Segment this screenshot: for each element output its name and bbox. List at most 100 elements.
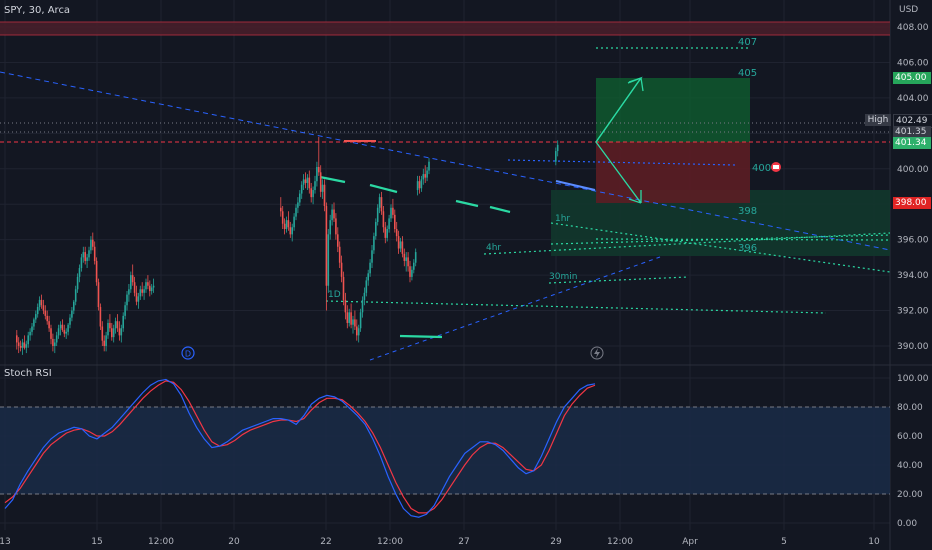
candle <box>48 315 50 332</box>
pattern-marker-2[interactable] <box>369 183 398 194</box>
candle <box>101 321 104 346</box>
candle <box>137 292 140 309</box>
candle <box>424 165 426 183</box>
candle <box>114 317 117 334</box>
pattern-marker-4[interactable] <box>489 205 511 214</box>
symbol-info[interactable]: SPY, 30, Arca <box>4 5 71 16</box>
candle <box>280 197 282 217</box>
current-price-tag-2: 401.34 <box>893 137 931 149</box>
candle <box>33 317 35 331</box>
stop-price-tag: 398.00 <box>893 197 931 209</box>
candle <box>371 244 373 269</box>
candle <box>352 315 354 334</box>
level-396-fan[interactable] <box>550 234 891 245</box>
candle <box>384 221 387 244</box>
down-arrow-path[interactable] <box>595 141 642 204</box>
descending-trendline[interactable] <box>0 71 891 251</box>
time-tick-label: 22 <box>320 537 331 547</box>
channel-marker[interactable] <box>555 180 596 191</box>
candle <box>380 191 383 215</box>
candle <box>409 260 411 283</box>
earnings-icon[interactable] <box>771 162 781 172</box>
candle <box>329 214 331 240</box>
candle <box>112 324 115 343</box>
candle <box>302 174 305 191</box>
price-tick-label: 406.00 <box>897 58 929 68</box>
candle <box>338 241 341 269</box>
candle <box>67 322 69 336</box>
candle <box>312 186 314 205</box>
candle <box>375 218 377 240</box>
candle <box>88 246 90 261</box>
candle <box>418 175 421 194</box>
candle <box>69 314 71 329</box>
candle <box>143 285 145 300</box>
candle <box>287 211 290 231</box>
candle <box>76 273 79 293</box>
stoch-tick-label: 80.00 <box>897 403 923 413</box>
candle <box>124 301 126 320</box>
level-396-line[interactable] <box>595 238 891 241</box>
level-398-label: 398 <box>738 206 757 217</box>
candle <box>314 175 316 194</box>
up-arrow-path[interactable] <box>595 77 644 143</box>
candle <box>413 259 415 274</box>
candle <box>19 340 22 352</box>
candle <box>55 331 58 346</box>
candle <box>59 321 62 336</box>
current-price-tag-1: 401.35 <box>893 126 931 138</box>
candle <box>321 179 324 199</box>
candle <box>555 147 557 166</box>
candle <box>103 335 105 352</box>
dividend-marker-label: D <box>185 350 191 359</box>
time-tick-label: 27 <box>458 537 469 547</box>
candle <box>149 280 151 297</box>
candle <box>386 225 388 242</box>
candle <box>397 230 400 254</box>
price-tick-label: 404.00 <box>897 94 929 104</box>
candle <box>17 337 20 354</box>
candle <box>107 319 109 339</box>
candle <box>21 338 24 355</box>
candle <box>325 202 328 311</box>
candle <box>135 285 138 306</box>
time-tick-label: 10 <box>868 537 880 547</box>
lightning-icon[interactable] <box>590 346 604 360</box>
time-tick-label: 12:00 <box>607 537 633 547</box>
time-tick-label: 15 <box>91 537 102 547</box>
stoch-tick-label: 60.00 <box>897 432 923 442</box>
candle <box>361 296 364 318</box>
1d-trendline[interactable] <box>325 300 827 314</box>
price-tick-label: 396.00 <box>897 236 929 246</box>
candle <box>422 168 425 185</box>
candle <box>99 303 102 331</box>
trend-lines[interactable] <box>0 47 891 361</box>
candle <box>133 276 136 297</box>
pattern-marker-3[interactable] <box>455 199 479 208</box>
pattern-marker-5[interactable] <box>399 334 443 339</box>
position-zones <box>0 21 890 256</box>
target-price-tag: 405.00 <box>893 72 931 84</box>
candle <box>357 324 360 343</box>
stoch-tick-label: 40.00 <box>897 461 923 471</box>
indicator-title[interactable]: Stoch RSI <box>4 368 52 379</box>
price-tick-label: 390.00 <box>897 342 929 352</box>
candle <box>84 246 86 265</box>
dividend-marker[interactable]: D <box>181 346 195 360</box>
candle <box>556 140 559 157</box>
pattern-marker-1[interactable] <box>319 175 346 184</box>
1hr-trendline[interactable] <box>550 222 891 273</box>
30min-trendline[interactable] <box>548 276 689 284</box>
ascending-trendline[interactable] <box>369 256 661 361</box>
stoch-tick-label: 20.00 <box>897 490 923 500</box>
candle <box>414 248 417 267</box>
candle <box>348 308 350 327</box>
stoch-tick-label: 100.00 <box>897 374 929 384</box>
stoch-band <box>0 407 890 494</box>
candle <box>399 237 402 253</box>
price-tick-label: 400.00 <box>897 165 929 175</box>
candle <box>90 236 92 254</box>
candle <box>38 296 41 311</box>
candle <box>109 314 111 332</box>
